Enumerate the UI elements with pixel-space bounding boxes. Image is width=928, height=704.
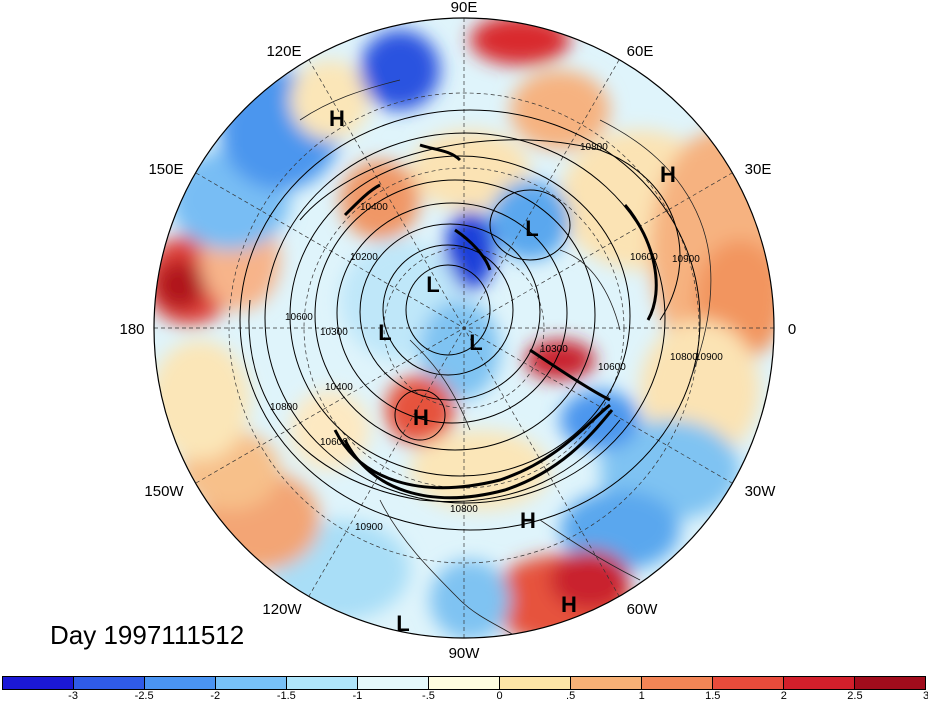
lon-label-150w: 150W — [144, 483, 184, 500]
colorbar-tick-label: 2.5 — [847, 690, 863, 702]
high-pressure-marker: H — [561, 592, 577, 617]
contour-label: 10800 — [580, 142, 608, 153]
contour-label: 10400 — [360, 202, 388, 213]
date-label: Day 1997111512 — [50, 620, 245, 650]
colorbar-segment — [784, 677, 855, 689]
colorbar-tick-label: .5 — [566, 690, 576, 702]
lon-label-180: 180 — [119, 321, 144, 338]
lon-label-60w: 60W — [627, 601, 659, 618]
contour-label: 10600 — [285, 312, 313, 323]
lon-label-150e: 150E — [148, 161, 183, 178]
high-pressure-marker: H — [520, 508, 536, 533]
colorbar — [2, 676, 926, 690]
jet-contours — [333, 143, 658, 500]
height-contours — [239, 109, 701, 531]
contour-label: 10800 — [270, 402, 298, 413]
pressure-centers: H H H H H L L L L L — [329, 106, 676, 636]
coastlines — [299, 79, 712, 638]
contour-labels: 10800 10400 10200 10300 10600 10400 1080… — [270, 142, 723, 533]
longitude-labels: 90E 120E 60E 150E 30E 180 0 150W 30W 120… — [119, 0, 796, 662]
contour-label: 10900 — [355, 522, 383, 533]
colorbar-tick-labels: -3 -2.5 -2 -1.5 -1 -.5 0 .5 1 1.5 2 2.5 3 — [0, 690, 928, 704]
contour-label: 10900 — [672, 254, 700, 265]
colorbar-tick-label: 2 — [780, 690, 787, 702]
colorbar-segment — [429, 677, 500, 689]
colorbar-segment — [358, 677, 429, 689]
contour-label: 10800 — [450, 504, 478, 515]
low-pressure-marker: L — [426, 272, 439, 297]
low-pressure-marker: L — [378, 320, 391, 345]
contour-label: 10200 — [350, 252, 378, 263]
colorbar-segment — [74, 677, 145, 689]
map-boundary — [153, 17, 775, 639]
lon-label-60e: 60E — [627, 43, 654, 60]
lon-label-30w: 30W — [745, 483, 777, 500]
colorbar-tick-label: -.5 — [422, 690, 435, 702]
colorbar-tick-label: 1 — [638, 690, 645, 702]
contour-label: 10600 — [630, 252, 658, 263]
colorbar-segment — [3, 677, 74, 689]
colorbar-segment — [642, 677, 713, 689]
contour-label: 10600 — [320, 437, 348, 448]
colorbar-tick-label: 0 — [496, 690, 503, 702]
high-pressure-marker: H — [413, 405, 429, 430]
colorbar-segment — [145, 677, 216, 689]
contour-label: 10800 — [670, 352, 698, 363]
colorbar-tick-label: -2.5 — [134, 690, 154, 702]
colorbar-tick-label: -1.5 — [276, 690, 296, 702]
colorbar-segment — [571, 677, 642, 689]
colorbar-segment — [216, 677, 287, 689]
lon-label-0: 0 — [788, 321, 796, 338]
high-pressure-marker: H — [329, 106, 345, 131]
low-pressure-marker: L — [469, 330, 482, 355]
lon-label-120w: 120W — [262, 601, 302, 618]
lon-label-120e: 120E — [266, 43, 301, 60]
colorbar-tick-label: 3 — [922, 690, 928, 702]
high-pressure-marker: H — [660, 162, 676, 187]
low-pressure-marker: L — [396, 611, 409, 636]
lon-label-90e: 90E — [451, 0, 478, 16]
graticule — [154, 18, 774, 638]
colorbar-segment — [713, 677, 784, 689]
colorbar-tick-label: -2 — [210, 690, 221, 702]
contour-label: 10900 — [695, 352, 723, 363]
colorbar-segment — [287, 677, 358, 689]
lon-label-90w: 90W — [449, 645, 481, 662]
contour-label: 10400 — [325, 382, 353, 393]
anomaly-shading — [154, 18, 774, 638]
colorbar-segment — [855, 677, 925, 689]
low-pressure-marker: L — [525, 216, 538, 241]
colorbar-segment — [500, 677, 571, 689]
contour-label: 10300 — [540, 344, 568, 355]
colorbar-tick-label: -3 — [68, 690, 78, 702]
contour-label: 10600 — [598, 362, 626, 373]
contour-label: 10300 — [320, 327, 348, 338]
lon-label-30e: 30E — [745, 161, 772, 178]
colorbar-tick-label: -1 — [352, 690, 363, 702]
colorbar-tick-label: 1.5 — [705, 690, 721, 702]
